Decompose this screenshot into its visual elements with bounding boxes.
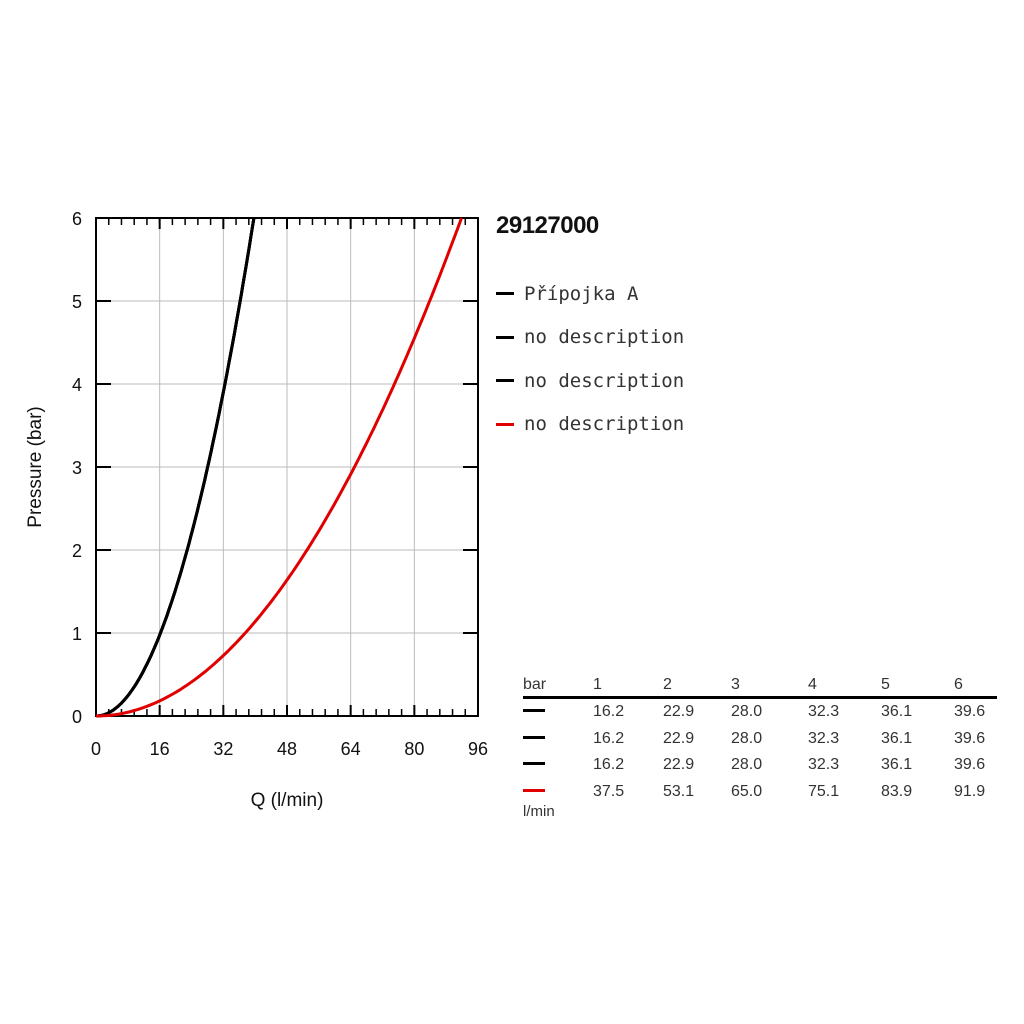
y-tick-label: 2: [72, 541, 82, 561]
header-pressure: 6: [954, 676, 963, 693]
row-swatch: [523, 762, 545, 765]
plot-frame: [95, 217, 479, 717]
row-swatch: [523, 735, 545, 739]
legend: Přípojka A no description no description…: [496, 272, 684, 446]
header-pressure: 2: [663, 676, 672, 693]
x-tick-label: 80: [404, 739, 424, 759]
y-axis-label: Pressure (bar): [25, 406, 46, 527]
legend-item: no description: [496, 316, 684, 360]
y-tick-label: 6: [72, 209, 82, 229]
y-tick-label: 3: [72, 458, 82, 478]
header-unit: bar: [523, 676, 547, 693]
table-cell: 36.1: [881, 756, 913, 773]
row-swatch: [523, 788, 545, 792]
header-pressure: 1: [593, 676, 602, 693]
x-axis-label: Q (l/min): [251, 790, 324, 811]
table-cell: 22.9: [663, 703, 695, 720]
table-row: 16.2 22.9 28.0 32.3 36.1 39.6: [523, 699, 997, 726]
table-row: 16.2 22.9 28.0 32.3 36.1 39.6: [523, 752, 997, 779]
series-line: [96, 217, 463, 718]
table-cell: 37.5: [593, 782, 625, 800]
legend-label: no description: [524, 326, 685, 349]
x-tick-label: 48: [277, 739, 297, 759]
table-cell: 16.2: [593, 756, 625, 773]
legend-swatch: [496, 422, 514, 426]
table-row: 16.2 22.9 28.0 32.3 36.1 39.6: [523, 726, 997, 753]
table-cell: 36.1: [881, 703, 913, 720]
table-cell: 39.6: [954, 756, 986, 773]
table-cell: 65.0: [731, 782, 763, 800]
y-tick-label: 1: [72, 624, 82, 644]
table-header: bar 1 2 3 4 5 6: [523, 676, 997, 699]
table-cell: 22.9: [663, 729, 695, 747]
table-cell: 32.3: [808, 703, 840, 720]
table-cell: 83.9: [881, 782, 913, 800]
x-tick-label: 16: [150, 739, 170, 759]
legend-swatch: [496, 335, 514, 339]
x-tick-label: 32: [213, 739, 233, 759]
legend-item: no description: [496, 359, 684, 403]
table-cell: 32.3: [808, 729, 840, 747]
table-unit-label: l/min: [523, 803, 555, 820]
table-cell: 53.1: [663, 782, 695, 800]
legend-swatch: [496, 379, 514, 383]
table-cell: 91.9: [954, 782, 986, 800]
x-tick-label: 96: [468, 739, 488, 759]
series-line: [96, 217, 256, 718]
table-cell: 28.0: [731, 729, 763, 747]
table-cell: 32.3: [808, 756, 840, 773]
chart-title: 29127000: [496, 212, 599, 239]
table-cell: 16.2: [593, 703, 625, 720]
table-cell: 22.9: [663, 756, 695, 773]
table-row: 37.5 53.1 65.0 75.1 83.9 91.9: [523, 779, 997, 806]
legend-label: no description: [524, 369, 685, 392]
x-tick-label: 0: [91, 739, 101, 759]
y-tick-label: 0: [72, 707, 82, 727]
header-pressure: 5: [881, 676, 890, 693]
legend-item: Přípojka A: [496, 272, 684, 316]
legend-item: no description: [496, 403, 684, 447]
table-cell: 39.6: [954, 729, 986, 747]
table-cell: 39.6: [954, 703, 986, 720]
table-cell: 75.1: [808, 782, 840, 800]
legend-swatch: [496, 292, 514, 296]
table-cell: 16.2: [593, 729, 625, 747]
row-swatch: [523, 709, 545, 712]
legend-label: no description: [524, 413, 685, 436]
header-pressure: 4: [808, 676, 817, 693]
flow-table: bar 1 2 3 4 5 6 16.2 22.9 28.0 32.3 36.1 39.6 16.2 2…: [523, 676, 997, 805]
y-tick-label: 4: [72, 375, 82, 395]
x-tick-label: 64: [341, 739, 361, 759]
table-cell: 28.0: [731, 703, 763, 720]
legend-label: Přípojka A: [524, 282, 639, 305]
table-cell: 36.1: [881, 729, 913, 747]
table-cell: 28.0: [731, 756, 763, 773]
header-pressure: 3: [731, 676, 740, 693]
y-tick-label: 5: [72, 292, 82, 312]
